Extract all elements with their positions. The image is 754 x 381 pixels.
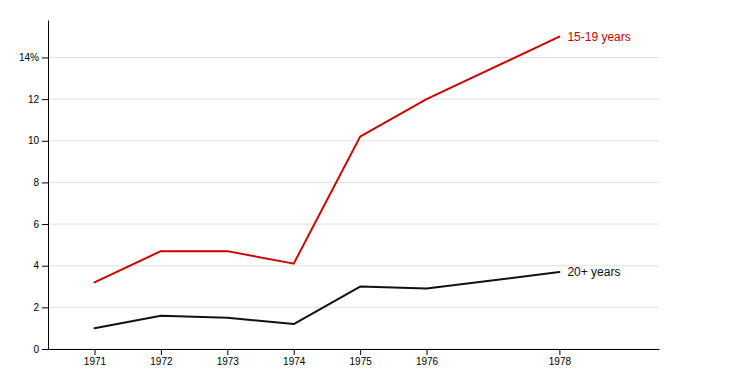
series-line [94,272,559,328]
x-tick: 1972 [150,349,173,367]
x-tick-label: 1971 [84,356,107,367]
y-tick: 10 [28,135,48,146]
grid-line [48,182,659,183]
y-tick: 0 [33,344,48,355]
y-tick: 14% [19,52,48,63]
x-axis: 1971 1972 1973 1974 1975 1976 1978 [49,349,660,367]
grid-line [48,99,659,100]
y-tick-label: 6 [33,219,39,230]
grid [48,57,659,349]
x-tick-label: 1976 [416,356,439,367]
y-tick-mark [42,266,48,267]
y-tick-label: 8 [33,177,39,188]
x-tick: 1976 [416,349,439,367]
x-tick: 1975 [350,349,373,367]
x-tick-label: 1973 [217,356,240,367]
x-tick-mark [94,349,95,355]
x-tick-label: 1975 [350,356,373,367]
series-label: 20+ years [567,265,620,279]
y-tick-mark [42,182,48,183]
x-tick-mark [427,349,428,355]
y-tick-label: 12 [28,94,40,105]
y-tick: 6 [33,219,48,230]
grid-line [48,349,659,350]
x-tick-label: 1972 [150,356,173,367]
plot: 0 2 4 6 8 10 12 14% 1971 1972 1973 1974 1975 1976 1978… [19,21,660,368]
y-axis-line [48,21,49,350]
y-tick-mark [42,224,48,225]
y-tick-mark [42,57,48,58]
grid-line [48,140,659,141]
x-tick: 1971 [84,349,107,367]
grid-line [48,224,659,225]
y-axis: 0 2 4 6 8 10 12 14% [19,21,49,355]
grid-line [48,57,659,58]
x-tick-mark [227,349,228,355]
x-tick: 1974 [283,349,306,367]
x-tick-mark [559,349,560,355]
y-tick: 8 [33,177,48,188]
x-tick-mark [294,349,295,355]
series-labels: 15-19 years 20+ years [567,30,630,279]
chart: 0 2 4 6 8 10 12 14% 1971 1972 1973 1974 1975 1976 1978… [0,0,754,381]
y-tick: 2 [33,302,48,313]
y-tick-label: 4 [33,260,39,271]
y-tick-mark [42,99,48,100]
y-tick-mark [42,141,48,142]
y-tick-label: 2 [33,302,39,313]
x-tick-mark [161,349,162,355]
y-tick: 4 [33,260,48,271]
x-tick-mark [360,349,361,355]
y-tick-label: 0 [33,344,39,355]
series-label: 15-19 years [567,30,630,44]
x-tick: 1978 [549,349,572,367]
x-tick-label: 1974 [283,356,306,367]
x-tick: 1973 [217,349,240,367]
y-tick: 12 [28,94,48,105]
x-tick-label: 1978 [549,356,572,367]
series-line [94,37,559,283]
y-tick-label: 10 [28,135,40,146]
lines [94,37,559,329]
y-tick-mark [42,307,48,308]
grid-line [48,307,659,308]
y-tick-label: 14% [19,52,39,63]
y-tick-mark [42,349,48,350]
x-axis-line [49,349,660,350]
